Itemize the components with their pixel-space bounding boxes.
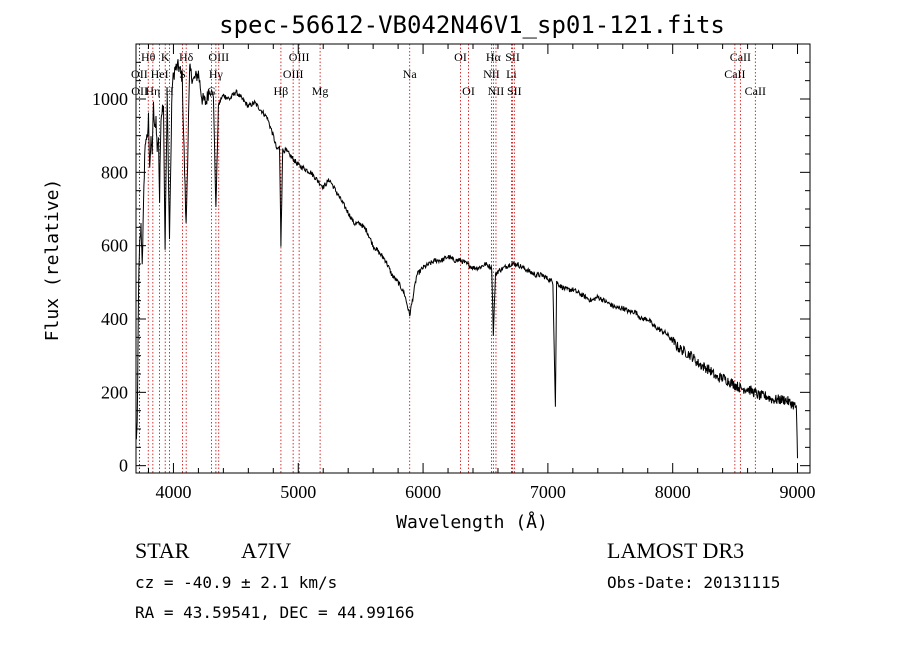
- object-subclass: A7IV: [241, 538, 292, 563]
- line-label: SII: [505, 50, 520, 64]
- y-tick-label: 400: [101, 309, 128, 329]
- line-label: OII: [131, 67, 148, 81]
- line-label: S: [179, 67, 186, 81]
- line-label: NII: [483, 67, 500, 81]
- line-label: OIII: [289, 50, 310, 64]
- line-label: K: [161, 50, 170, 64]
- line-label: SII: [507, 84, 522, 98]
- line-label: Mg: [312, 84, 329, 98]
- spectrum-series: [135, 59, 798, 459]
- line-label: HeI: [151, 67, 169, 81]
- line-label: OI: [454, 50, 467, 64]
- line-label: OIII: [208, 50, 229, 64]
- obs-date: Obs-Date: 20131115: [607, 573, 781, 592]
- y-axis: 0 200 400 600 800 1000: [92, 61, 810, 476]
- redshift-info: cz = -40.9 ± 2.1 km/s: [135, 573, 338, 592]
- chart-title: spec-56612-VB042N46V1_sp01-121.fits: [219, 11, 725, 39]
- line-label: Li: [506, 67, 517, 81]
- line-label: OI: [462, 84, 475, 98]
- survey-name: LAMOST DR3: [607, 538, 745, 563]
- x-axis-label: Wavelength (Å): [396, 511, 548, 533]
- line-label: Hθ: [141, 50, 156, 64]
- line-label: Hδ: [179, 50, 194, 64]
- y-tick-label: 200: [101, 382, 128, 402]
- line-label: CaII: [724, 67, 745, 81]
- x-tick-label: 4000: [155, 482, 191, 502]
- line-label: CaII: [730, 50, 751, 64]
- line-label: Hβ: [274, 84, 289, 98]
- line-label: Hα: [486, 50, 502, 64]
- x-axis: 4000 5000 6000 7000 8000 9000: [147, 44, 816, 502]
- x-tick-label: 5000: [280, 482, 316, 502]
- y-tick-label: 1000: [92, 89, 128, 109]
- plot-frame: [135, 43, 811, 474]
- x-tick-label: 9000: [780, 482, 816, 502]
- line-label: CaII: [745, 84, 766, 98]
- line-label: H: [165, 84, 174, 98]
- y-tick-label: 600: [101, 236, 128, 256]
- line-label: G: [207, 84, 216, 98]
- x-tick-label: 7000: [530, 482, 566, 502]
- line-label: Hη: [145, 84, 160, 98]
- line-label: OII: [131, 84, 148, 98]
- y-axis-label: Flux (relative): [42, 179, 63, 342]
- coordinates: RA = 43.59541, DEC = 44.99166: [135, 603, 415, 622]
- x-tick-label: 6000: [405, 482, 441, 502]
- line-markers: [138, 44, 756, 473]
- object-class: STAR: [135, 538, 190, 563]
- y-tick-label: 0: [119, 456, 128, 476]
- line-label: NII: [488, 84, 505, 98]
- x-tick-label: 8000: [655, 482, 691, 502]
- line-label: Hγ: [209, 67, 224, 81]
- spectrum-line: [135, 59, 798, 459]
- y-tick-label: 800: [101, 162, 128, 182]
- line-label: OIII: [283, 67, 304, 81]
- line-label: Na: [403, 67, 418, 81]
